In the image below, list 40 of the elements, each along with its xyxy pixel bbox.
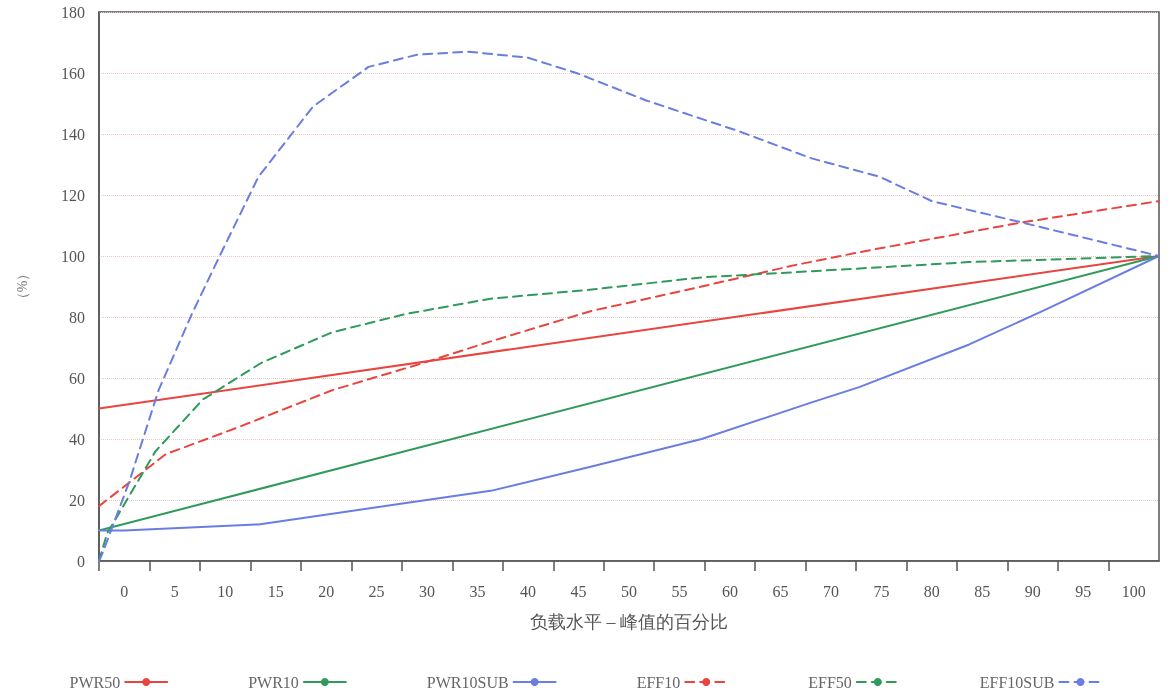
legend-label: PWR10SUB xyxy=(426,673,509,691)
x-tick-label: 10 xyxy=(217,582,234,600)
x-tick-label: 55 xyxy=(671,582,688,600)
x-tick-label: 50 xyxy=(621,582,637,600)
x-tick-label: 40 xyxy=(520,582,537,600)
legend-label: EFF50 xyxy=(808,673,852,691)
x-axis-title: 负载水平 – 峰值的百分比 xyxy=(530,612,728,632)
x-tick-label: 5 xyxy=(170,582,179,600)
x-tick-label: 45 xyxy=(570,582,587,600)
y-axis-title: （%） xyxy=(14,266,30,307)
y-tick-label: 40 xyxy=(69,430,85,448)
x-tick-label: 25 xyxy=(368,582,385,600)
x-tick-label: 35 xyxy=(469,582,486,600)
legend-label: EFF10SUB xyxy=(979,673,1055,691)
line-series xyxy=(98,200,1160,508)
x-tick-label: 75 xyxy=(873,582,890,600)
x-tick-label: 80 xyxy=(923,582,940,600)
y-tick-label: 0 xyxy=(77,552,85,570)
x-tick-label: 30 xyxy=(419,582,436,600)
y-tick-label: 60 xyxy=(69,369,85,387)
y-tick-label: 20 xyxy=(69,491,85,509)
y-tick-label: 160 xyxy=(61,64,85,82)
legend-label: EFF10 xyxy=(636,673,681,691)
x-tick-label: 85 xyxy=(974,582,991,600)
legend-label: PWR10 xyxy=(248,673,299,691)
legend-label: PWR50 xyxy=(69,673,121,691)
y-tick-label: 100 xyxy=(61,247,85,265)
y-tick-label: 80 xyxy=(69,308,85,326)
x-tick-label: 90 xyxy=(1024,582,1041,600)
y-tick-label: 180 xyxy=(61,3,85,21)
x-tick-label: 65 xyxy=(772,582,789,600)
x-tick-label: 0 xyxy=(120,582,129,600)
y-tick-label: 140 xyxy=(61,125,85,143)
x-tick-label: 95 xyxy=(1075,582,1092,600)
x-tick-label: 20 xyxy=(318,582,335,600)
x-tick-label: 15 xyxy=(267,582,284,600)
x-tick-label: 100 xyxy=(1121,582,1146,600)
x-tick-label: 60 xyxy=(721,582,738,600)
y-tick-label: 120 xyxy=(61,186,85,204)
x-tick-label: 70 xyxy=(822,582,839,600)
